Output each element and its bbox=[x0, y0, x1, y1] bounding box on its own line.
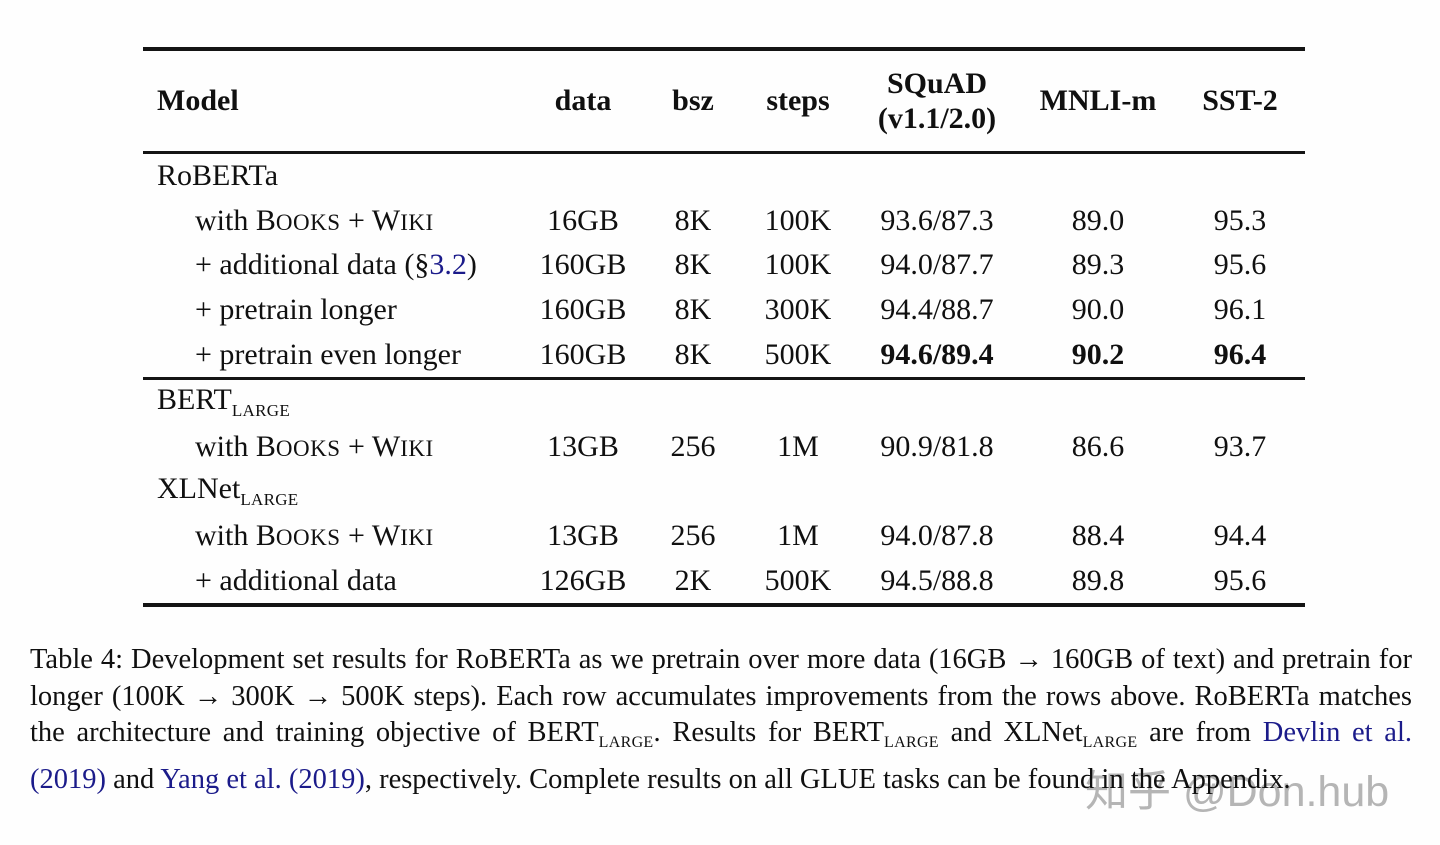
table-caption: Table 4: Development set results for RoB… bbox=[30, 644, 1412, 796]
cell-mnli: 89.8 bbox=[1071, 563, 1125, 597]
table-top-rule bbox=[143, 47, 1305, 51]
model-label: + additional data (§3.2) bbox=[195, 248, 477, 282]
cell-mnli: 86.6 bbox=[1071, 429, 1125, 463]
header-squad-line1: SQuAD bbox=[886, 66, 988, 100]
model-group-label: BERTLARGE bbox=[157, 383, 291, 421]
header-squad: SQuAD (v1.1/2.0) bbox=[853, 66, 1021, 137]
group-row-roberta: RoBERTa bbox=[143, 154, 1305, 199]
header-squad-line2: (v1.1/2.0) bbox=[877, 102, 997, 135]
cell-bsz: 2K bbox=[674, 563, 712, 597]
cell-sst: 96.4 bbox=[1213, 337, 1267, 371]
caption-text: Table 4: Development set results for RoB… bbox=[30, 644, 1412, 749]
cell-sst: 94.4 bbox=[1213, 519, 1267, 553]
subscript-large: LARGE bbox=[884, 734, 939, 752]
table-mid-rule bbox=[143, 376, 1305, 380]
results-table: Model data bsz steps SQuAD (v1.1/2.0) MN… bbox=[143, 47, 1305, 607]
subscript-large: LARGE bbox=[1082, 734, 1138, 752]
cell-sst: 95.6 bbox=[1213, 563, 1267, 597]
cell-sst: 95.6 bbox=[1213, 248, 1267, 282]
table-row: with BOOKS + WIKI 16GB 8K 100K 93.6/87.3… bbox=[143, 199, 1305, 244]
header-steps: steps bbox=[766, 84, 830, 117]
smallcaps-books: OOKS bbox=[275, 435, 341, 461]
table-header-row: Model data bsz steps SQuAD (v1.1/2.0) MN… bbox=[143, 51, 1305, 151]
cell-steps: 500K bbox=[764, 337, 832, 371]
table-bottom-rule bbox=[143, 602, 1305, 607]
smallcaps-wiki: IKI bbox=[400, 525, 434, 551]
cell-data: 160GB bbox=[539, 337, 627, 371]
cell-data: 160GB bbox=[539, 248, 627, 282]
cell-squad: 93.6/87.3 bbox=[880, 203, 994, 237]
smallcaps-books: OOKS bbox=[275, 525, 341, 551]
cell-steps: 300K bbox=[764, 293, 832, 327]
subscript-large: LARGE bbox=[231, 401, 291, 421]
smallcaps-books: OOKS bbox=[275, 209, 341, 235]
cell-bsz: 256 bbox=[670, 429, 716, 463]
zhihu-watermark: 知乎 @Don.hub bbox=[1085, 768, 1390, 816]
table-row: + pretrain longer 160GB 8K 300K 94.4/88.… bbox=[143, 288, 1305, 333]
cell-squad: 94.6/89.4 bbox=[880, 337, 994, 371]
citation-link-devlin[interactable]: Devlin et al. (2019) bbox=[30, 717, 1412, 796]
cell-mnli: 89.0 bbox=[1071, 203, 1125, 237]
group-row-bert: BERTLARGE bbox=[143, 380, 1305, 425]
model-group-label: XLNetLARGE bbox=[157, 472, 299, 510]
table-section-baselines: BERTLARGE with BOOKS + WIKI 13GB 256 1M … bbox=[143, 380, 1305, 603]
table-header-rule bbox=[143, 151, 1305, 154]
model-label: + pretrain even longer bbox=[195, 337, 461, 371]
cell-squad: 90.9/81.8 bbox=[880, 429, 994, 463]
table-row: + additional data (§3.2) 160GB 8K 100K 9… bbox=[143, 243, 1305, 288]
cell-data: 126GB bbox=[539, 563, 627, 597]
header-bsz: bsz bbox=[672, 84, 714, 117]
cell-bsz: 8K bbox=[674, 248, 712, 282]
cell-sst: 95.3 bbox=[1213, 203, 1267, 237]
cell-data: 13GB bbox=[547, 519, 619, 553]
smallcaps-wiki: IKI bbox=[400, 209, 434, 235]
cell-steps: 1M bbox=[777, 519, 819, 553]
cell-sst: 93.7 bbox=[1213, 429, 1267, 463]
table-row: with BOOKS + WIKI 13GB 256 1M 90.9/81.8 … bbox=[143, 425, 1305, 470]
table-row: with BOOKS + WIKI 13GB 256 1M 94.0/87.8 … bbox=[143, 514, 1305, 559]
cell-steps: 500K bbox=[764, 563, 832, 597]
cell-sst: 96.1 bbox=[1213, 293, 1267, 327]
cell-bsz: 8K bbox=[674, 203, 712, 237]
cell-mnli: 90.2 bbox=[1071, 337, 1125, 371]
subscript-large: LARGE bbox=[240, 490, 299, 510]
cell-bsz: 8K bbox=[674, 337, 712, 371]
header-data: data bbox=[554, 84, 612, 117]
subscript-large: LARGE bbox=[598, 734, 654, 752]
cell-squad: 94.0/87.8 bbox=[880, 519, 994, 553]
cell-data: 13GB bbox=[547, 429, 619, 463]
table-section-roberta: RoBERTa with BOOKS + WIKI 16GB 8K 100K 9… bbox=[143, 154, 1305, 377]
cell-data: 16GB bbox=[547, 203, 619, 237]
header-mnli: MNLI-m bbox=[1039, 84, 1157, 117]
citation-link-yang[interactable]: Yang et al. (2019) bbox=[160, 764, 365, 796]
cell-squad: 94.4/88.7 bbox=[880, 293, 994, 327]
model-group-label: RoBERTa bbox=[157, 159, 279, 193]
cell-steps: 1M bbox=[777, 429, 819, 463]
table-row: + pretrain even longer 160GB 8K 500K 94.… bbox=[143, 332, 1305, 377]
cell-mnli: 90.0 bbox=[1071, 293, 1125, 327]
group-row-xlnet: XLNetLARGE bbox=[143, 469, 1305, 514]
header-model: Model bbox=[157, 84, 239, 117]
model-label: with BOOKS + WIKI bbox=[195, 203, 434, 237]
cell-data: 160GB bbox=[539, 293, 627, 327]
model-label: + additional data bbox=[195, 563, 397, 597]
table-row: + additional data 126GB 2K 500K 94.5/88.… bbox=[143, 558, 1305, 603]
cell-squad: 94.0/87.7 bbox=[880, 248, 994, 282]
model-label: + pretrain longer bbox=[195, 293, 397, 327]
model-label: with BOOKS + WIKI bbox=[195, 519, 434, 553]
section-link-3-2[interactable]: 3.2 bbox=[429, 248, 467, 282]
model-label: with BOOKS + WIKI bbox=[195, 429, 434, 463]
cell-steps: 100K bbox=[764, 203, 832, 237]
header-sst: SST-2 bbox=[1202, 84, 1278, 117]
cell-mnli: 88.4 bbox=[1071, 519, 1125, 553]
cell-bsz: 256 bbox=[670, 519, 716, 553]
cell-mnli: 89.3 bbox=[1071, 248, 1125, 282]
cell-bsz: 8K bbox=[674, 293, 712, 327]
cell-squad: 94.5/88.8 bbox=[880, 563, 994, 597]
cell-steps: 100K bbox=[764, 248, 832, 282]
smallcaps-wiki: IKI bbox=[400, 435, 434, 461]
